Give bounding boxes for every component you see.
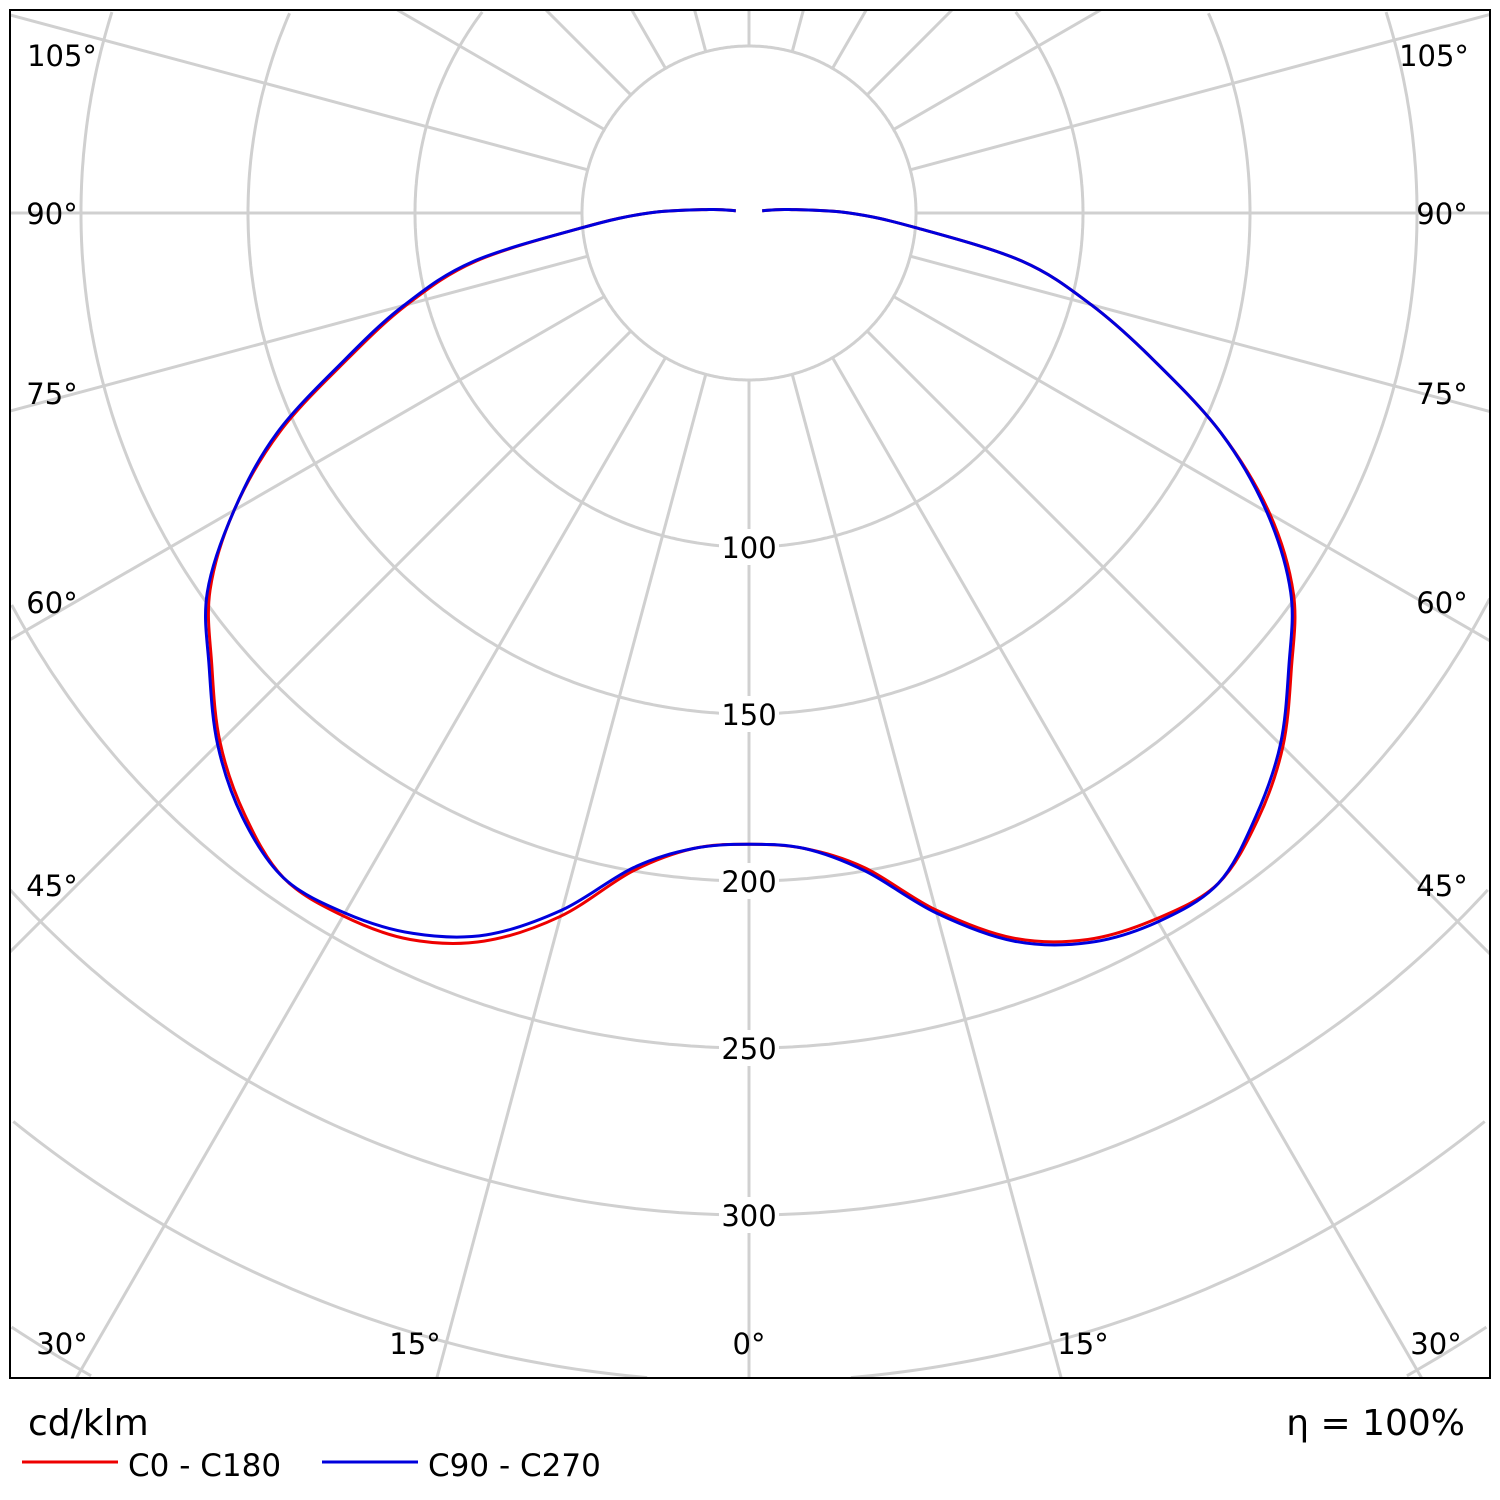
angle-label-bottom-0: 0° [733, 1327, 766, 1361]
radial-line-left-135 [544, 10, 632, 96]
angle-label-left-75: 75° [26, 377, 77, 411]
radial-line-left-120 [396, 10, 606, 131]
ring-350 [12, 1120, 1486, 1378]
ring-150 [246, 12, 1252, 716]
radial-line-right-60 [892, 295, 1490, 643]
angle-label-left-60: 60° [26, 586, 77, 620]
angle-label-right-45: 45° [1416, 869, 1467, 903]
ring-label-bg [719, 696, 779, 732]
ring-label-150: 150 [721, 698, 776, 732]
angle-label-bottom-15-right: 15° [1057, 1327, 1108, 1361]
radial-line-left-45 [10, 330, 632, 954]
ring-label-250: 250 [721, 1032, 776, 1066]
plot-frame [9, 9, 1491, 1379]
angle-label-bottom-30-right: 30° [1410, 1327, 1461, 1361]
ring-200 [79, 11, 1419, 883]
ring-400 [10, 1325, 1488, 1378]
radial-line-left-165 [693, 10, 708, 53]
angle-label-left-45: 45° [26, 869, 77, 903]
angle-label-right-90: 90° [1416, 197, 1467, 231]
radial-line-left-15 [435, 373, 708, 1378]
angle-label-bottom-15-left: 15° [389, 1327, 440, 1361]
angle-label-right-75: 75° [1416, 377, 1467, 411]
angle-label-right-105: 105° [1399, 39, 1469, 73]
radial-line-right-150 [831, 10, 868, 70]
angle-label-left-105: 105° [27, 39, 97, 73]
ring-label-200: 200 [721, 865, 776, 899]
angle-label-left-90: 90° [26, 197, 77, 231]
unit-label: cd/klm [28, 1403, 149, 1444]
series-curve-c90-c270 [204, 207, 1294, 947]
radial-line-right-45 [866, 330, 1490, 956]
radial-line-left-60 [10, 295, 606, 641]
legend-label-c90-c270: C90 - C270 [428, 1448, 601, 1484]
radial-line-right-105 [909, 13, 1490, 172]
angle-label-bottom-30-left: 30° [36, 1327, 87, 1361]
angle-label-right-60: 60° [1416, 586, 1467, 620]
radial-line-left-30 [75, 356, 667, 1378]
ring-100 [413, 11, 1085, 549]
radial-line-right-135 [866, 10, 954, 96]
ring-250 [10, 597, 1490, 1050]
radial-line-right-75 [909, 254, 1490, 413]
ring-label-bg [719, 1030, 779, 1066]
ring-label-100: 100 [721, 531, 776, 565]
ring-label-300: 300 [721, 1199, 776, 1233]
efficiency-label: η = 100% [1286, 1403, 1465, 1444]
radial-line-left-150 [630, 10, 667, 70]
radial-line-right-120 [892, 10, 1102, 131]
ring-label-bg [719, 863, 779, 899]
radial-line-left-105 [10, 13, 589, 172]
radial-line-right-15 [790, 373, 1063, 1378]
ring-300 [10, 888, 1489, 1217]
ring-label-bg [719, 529, 779, 565]
radial-line-right-165 [790, 10, 805, 53]
legend-label-c0-c180: C0 - C180 [128, 1448, 281, 1484]
radial-line-right-30 [831, 356, 1423, 1378]
ring-label-bg [719, 1197, 779, 1233]
radial-line-left-75 [10, 254, 589, 413]
